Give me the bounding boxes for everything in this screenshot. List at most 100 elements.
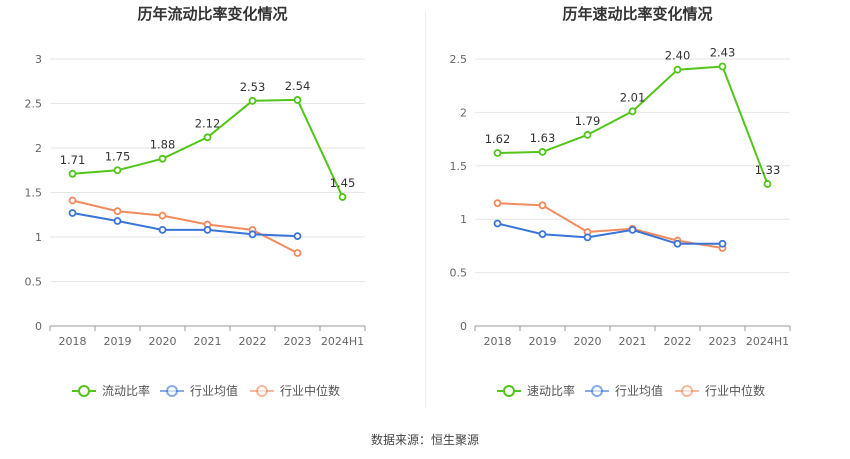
x-tick-label: 2021 bbox=[619, 335, 647, 348]
legend-item: 行业均值 bbox=[585, 383, 663, 398]
data-point bbox=[158, 211, 167, 220]
chart-title: 历年速动比率变化情况 bbox=[562, 5, 713, 23]
y-tick-label: 3 bbox=[35, 53, 42, 66]
legend-label: 速动比率 bbox=[527, 383, 575, 398]
chart-title: 历年流动比率变化情况 bbox=[137, 5, 288, 23]
data-point bbox=[338, 193, 347, 201]
data-label: 1.45 bbox=[330, 176, 356, 190]
legend-item: 速动比率 bbox=[497, 383, 575, 398]
data-source: 数据来源：恒生聚源 bbox=[0, 431, 850, 448]
legend-swatch-marker bbox=[256, 385, 268, 397]
data-point bbox=[113, 217, 122, 225]
y-tick-label: 2 bbox=[460, 106, 467, 119]
data-label: 1.79 bbox=[575, 114, 601, 128]
x-tick-label: 2019 bbox=[104, 335, 132, 348]
y-tick-label: 1.5 bbox=[450, 160, 468, 173]
x-tick-label: 2019 bbox=[529, 335, 557, 348]
legend-item: 流动比率 bbox=[72, 383, 150, 398]
data-point bbox=[628, 107, 637, 116]
data-label: 1.62 bbox=[485, 132, 511, 146]
y-tick-label: 0.5 bbox=[25, 276, 43, 289]
data-point bbox=[68, 196, 77, 205]
y-tick-label: 0 bbox=[460, 320, 467, 333]
x-tick-label: 2024H1 bbox=[746, 335, 789, 348]
data-label: 1.33 bbox=[755, 163, 781, 177]
data-point bbox=[493, 149, 502, 157]
series-line bbox=[497, 65, 769, 185]
data-point bbox=[538, 201, 547, 210]
y-tick-label: 2.5 bbox=[25, 98, 43, 111]
x-tick-label: 2020 bbox=[574, 335, 602, 348]
quick-ratio-panel: 历年速动比率变化情况 0 0.5 1 1.5 2 2.5 2018 2019 2020 2021 2… bbox=[425, 0, 850, 420]
data-point bbox=[113, 166, 122, 175]
x-tick-label: 2018 bbox=[484, 335, 512, 348]
x-tick-label: 2023 bbox=[284, 335, 312, 348]
data-point bbox=[583, 233, 592, 242]
data-point bbox=[583, 130, 592, 139]
data-point bbox=[673, 65, 682, 74]
data-point bbox=[538, 148, 547, 156]
quick-ratio-chart: 0 0.5 1 1.5 2 2.5 2018 2019 2020 2021 2022 2023 2024… bbox=[450, 45, 791, 398]
data-point bbox=[493, 219, 502, 228]
legend-label: 流动比率 bbox=[102, 383, 150, 398]
data-point bbox=[293, 96, 302, 104]
data-label: 2.01 bbox=[620, 90, 646, 104]
data-point bbox=[203, 225, 212, 234]
x-tick-label: 2020 bbox=[149, 335, 177, 348]
y-tick-label: 2.5 bbox=[450, 53, 468, 66]
series-line bbox=[497, 202, 723, 249]
legend-swatch-marker bbox=[503, 385, 515, 397]
legend-label: 行业均值 bbox=[190, 383, 238, 398]
series-line bbox=[497, 222, 723, 245]
legend-item: 行业中位数 bbox=[250, 383, 340, 398]
data-point bbox=[203, 133, 212, 142]
source-prefix: 数据来源： bbox=[370, 433, 431, 447]
data-point bbox=[673, 239, 682, 248]
data-label: 2.40 bbox=[665, 49, 691, 63]
legend-item: 行业中位数 bbox=[675, 383, 765, 398]
legend-swatch-marker bbox=[681, 385, 693, 397]
y-tick-label: 1 bbox=[460, 213, 467, 226]
legend-item: 行业均值 bbox=[160, 383, 238, 398]
legend-swatch-marker bbox=[591, 385, 603, 397]
data-label: 1.75 bbox=[105, 149, 131, 163]
data-label: 2.54 bbox=[285, 79, 311, 93]
legend-label: 行业均值 bbox=[615, 383, 663, 398]
data-point bbox=[538, 230, 547, 239]
data-label: 1.88 bbox=[150, 138, 176, 152]
data-point bbox=[293, 232, 302, 241]
data-label: 2.12 bbox=[195, 116, 221, 130]
current-ratio-panel: 历年流动比率变化情况 0 0.5 1 1.5 2 2.5 3 2018 2019 2020 2021… bbox=[0, 0, 425, 420]
data-point bbox=[293, 249, 302, 257]
data-point bbox=[763, 180, 772, 188]
x-tick-label: 2018 bbox=[59, 335, 87, 348]
data-point bbox=[718, 62, 727, 71]
legend-swatch-marker bbox=[166, 385, 178, 397]
data-point bbox=[113, 207, 122, 216]
source-name: 恒生聚源 bbox=[431, 433, 480, 447]
data-point bbox=[248, 230, 257, 239]
data-label: 2.53 bbox=[240, 80, 266, 94]
x-tick-label: 2021 bbox=[194, 335, 222, 348]
data-point bbox=[158, 225, 167, 234]
data-label: 2.43 bbox=[710, 45, 736, 59]
y-tick-label: 1 bbox=[35, 231, 42, 244]
data-point bbox=[628, 225, 637, 234]
panel-divider bbox=[425, 10, 426, 408]
x-tick-label: 2024H1 bbox=[321, 335, 364, 348]
legend-label: 行业中位数 bbox=[705, 383, 765, 398]
y-tick-label: 2 bbox=[35, 142, 42, 155]
x-tick-label: 2022 bbox=[664, 335, 692, 348]
data-point bbox=[158, 154, 167, 163]
legend-label: 行业中位数 bbox=[280, 383, 340, 398]
series-line bbox=[72, 212, 298, 238]
data-point bbox=[68, 209, 77, 217]
x-tick-label: 2023 bbox=[709, 335, 737, 348]
data-label: 1.63 bbox=[530, 131, 556, 145]
data-point bbox=[248, 96, 257, 105]
x-tick-label: 2022 bbox=[239, 335, 267, 348]
data-label: 1.71 bbox=[60, 153, 86, 167]
legend-swatch-marker bbox=[78, 385, 90, 397]
series-line bbox=[72, 199, 298, 254]
